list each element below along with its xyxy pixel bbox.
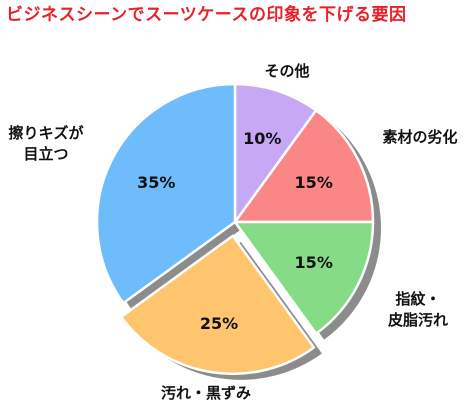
slice-value-label: 10% <box>243 129 281 148</box>
pie-slice-3 <box>233 220 375 335</box>
slice-category-label: 素材の劣化 <box>382 128 457 146</box>
pie-slice-5 <box>95 82 237 305</box>
slice-value-label: 15% <box>295 173 333 192</box>
pie-slice-1 <box>233 82 318 224</box>
pie-slice-2 <box>233 109 375 224</box>
slice-value-label: 35% <box>137 173 175 192</box>
pie-slice-4 <box>119 234 316 376</box>
slice-category-label-line: その他 <box>264 62 309 80</box>
slice-category-label: 汚れ・黒ずみ <box>161 384 251 402</box>
slice-category-label-line: 汚れ・黒ずみ <box>161 384 251 402</box>
slice-category-label-line: 擦りキズが <box>8 124 84 142</box>
slice-category-label: 指紋・皮脂汚れ <box>388 290 448 329</box>
slice-category-label: その他 <box>264 62 309 80</box>
slice-category-label-line: 皮脂汚れ <box>388 311 448 329</box>
slice-category-label: 擦りキズが目立つ <box>8 124 84 163</box>
slice-category-label-line: 素材の劣化 <box>382 128 457 146</box>
slice-value-label: 15% <box>295 253 333 272</box>
slice-category-label-line: 目立つ <box>23 145 68 163</box>
chart-title: ビジネスシーンでスーツケースの印象を下げる要因 <box>6 5 407 25</box>
slice-value-label: 25% <box>200 314 238 333</box>
slice-category-label-line: 指紋・ <box>395 290 440 308</box>
